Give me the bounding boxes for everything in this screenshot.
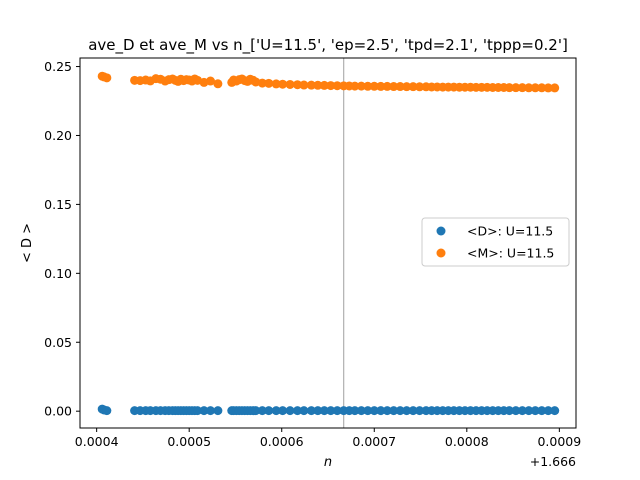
point-series-1 — [306, 80, 316, 90]
point-series-0 — [415, 406, 425, 416]
x-axis-label: n — [324, 455, 332, 470]
y-tick-label: 0.10 — [44, 266, 72, 281]
point-series-0 — [524, 406, 534, 416]
y-axis-label: < D > — [20, 223, 35, 263]
point-series-1 — [213, 79, 223, 89]
point-series-1 — [543, 83, 553, 93]
point-series-1 — [319, 80, 329, 90]
legend: <D>: U=11.5 <M>: U=11.5 — [421, 217, 570, 267]
point-series-0 — [326, 406, 336, 416]
x-axis: 0.0004 0.0005 0.0006 0.0007 0.0008 0.0009 — [75, 428, 581, 449]
point-series-0 — [402, 406, 412, 416]
point-series-0 — [376, 406, 386, 416]
point-series-1 — [517, 83, 527, 93]
point-series-0 — [543, 406, 553, 416]
y-axis: 0.00 0.05 0.10 0.15 0.20 0.25 — [44, 59, 80, 419]
point-series-0 — [537, 406, 547, 416]
point-series-0 — [350, 406, 360, 416]
point-series-1 — [382, 81, 392, 91]
point-series-1 — [537, 83, 547, 93]
point-series-0 — [292, 406, 302, 416]
point-series-0 — [306, 406, 316, 416]
point-series-1 — [530, 83, 540, 93]
point-series-0 — [199, 406, 209, 416]
point-series-0 — [193, 406, 203, 416]
point-series-1 — [313, 80, 323, 90]
point-series-0 — [408, 406, 418, 416]
point-series-0 — [251, 406, 261, 416]
point-series-1 — [408, 82, 418, 92]
y-tick-label: 0.00 — [44, 404, 72, 419]
point-series-0 — [517, 406, 527, 416]
point-series-0 — [299, 406, 309, 416]
point-series-0 — [382, 406, 392, 416]
legend-label-m: <M>: U=11.5 — [467, 246, 554, 261]
y-tick-label: 0.20 — [44, 128, 72, 143]
point-series-1 — [205, 76, 215, 86]
point-series-1 — [350, 81, 360, 91]
x-tick-label: 0.0008 — [445, 434, 489, 449]
point-series-0 — [319, 406, 329, 416]
data-points — [97, 71, 560, 416]
point-series-0 — [205, 406, 215, 416]
point-series-1 — [376, 81, 386, 91]
point-series-1 — [504, 83, 514, 93]
point-series-1 — [292, 80, 302, 90]
y-tick-label: 0.25 — [44, 59, 72, 74]
x-tick-label: 0.0007 — [352, 434, 396, 449]
point-series-1 — [299, 80, 309, 90]
point-series-1 — [102, 73, 112, 83]
x-tick-label: 0.0004 — [75, 434, 119, 449]
legend-box — [421, 217, 570, 267]
point-series-1 — [363, 81, 373, 91]
point-series-0 — [278, 406, 288, 416]
point-series-1 — [332, 81, 342, 91]
point-series-0 — [530, 406, 540, 416]
point-series-1 — [550, 83, 560, 93]
x-axis-offset-label: +1.666 — [530, 454, 576, 469]
point-series-0 — [271, 406, 281, 416]
point-series-0 — [313, 406, 323, 416]
point-series-1 — [326, 81, 336, 91]
point-series-0 — [285, 406, 295, 416]
plot-frame — [79, 57, 577, 429]
point-series-1 — [271, 79, 281, 89]
point-series-1 — [395, 82, 405, 92]
point-series-1 — [278, 79, 288, 89]
x-tick-label: 0.0006 — [260, 434, 304, 449]
legend-marker-d — [436, 226, 446, 236]
point-series-0 — [389, 406, 399, 416]
point-series-1 — [285, 79, 295, 89]
point-series-1 — [369, 81, 379, 91]
point-series-1 — [402, 82, 412, 92]
x-tick-label: 0.0005 — [167, 434, 211, 449]
chart-title: ave_D et ave_M vs n_['U=11.5', 'ep=2.5',… — [88, 36, 568, 55]
point-series-0 — [511, 406, 521, 416]
point-series-0 — [332, 406, 342, 416]
point-series-0 — [257, 406, 267, 416]
point-series-0 — [213, 406, 223, 416]
y-tick-label: 0.05 — [44, 335, 72, 350]
point-series-1 — [257, 78, 267, 88]
point-series-0 — [369, 406, 379, 416]
point-series-1 — [264, 78, 274, 88]
point-series-1 — [511, 83, 521, 93]
point-series-0 — [102, 406, 112, 416]
point-series-0 — [356, 406, 366, 416]
point-series-1 — [356, 81, 366, 91]
point-series-0 — [395, 406, 405, 416]
point-series-0 — [363, 406, 373, 416]
legend-label-d: <D>: U=11.5 — [467, 224, 553, 239]
point-series-0 — [264, 406, 274, 416]
point-series-1 — [415, 82, 425, 92]
point-series-0 — [550, 406, 560, 416]
legend-marker-m — [436, 248, 446, 258]
x-tick-label: 0.0009 — [537, 434, 581, 449]
y-tick-label: 0.15 — [44, 197, 72, 212]
point-series-1 — [524, 83, 534, 93]
point-series-0 — [504, 406, 514, 416]
point-series-1 — [389, 82, 399, 92]
